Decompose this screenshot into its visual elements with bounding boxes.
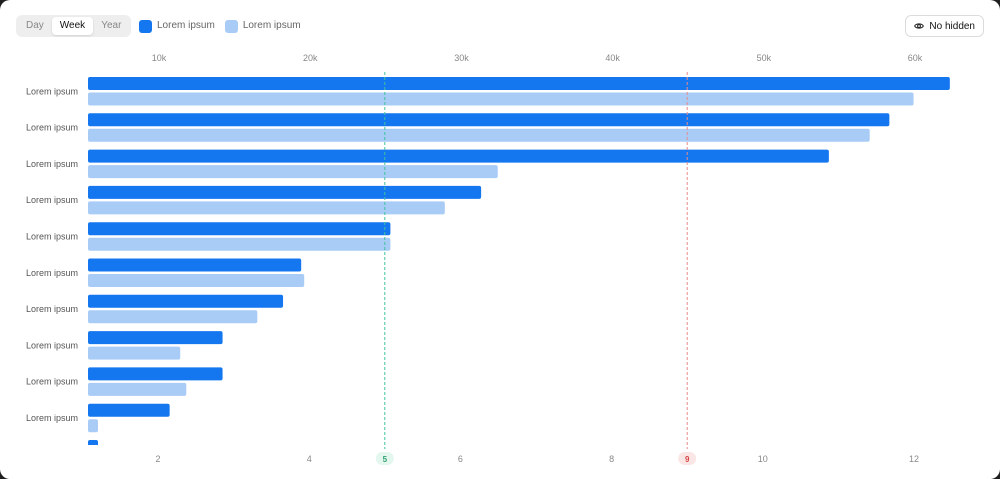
category-label: Lorem ipsum bbox=[26, 86, 78, 96]
legend-label-series-1: Lorem ipsum bbox=[157, 20, 215, 31]
bar-series-1 bbox=[88, 258, 302, 272]
legend-item-series-2[interactable]: Lorem ipsum bbox=[224, 19, 301, 33]
bar-series-2 bbox=[88, 419, 98, 433]
legend-item-series-1[interactable]: Lorem ipsum bbox=[139, 19, 215, 33]
bar-series-2 bbox=[88, 128, 870, 142]
bar-series-1 bbox=[88, 77, 950, 90]
top-axis-tick-label: 20k bbox=[303, 53, 318, 63]
top-axis-tick-label: 50k bbox=[757, 53, 772, 63]
bottom-axis-tick-label: 8 bbox=[609, 454, 614, 464]
legend-swatch-light bbox=[224, 19, 238, 33]
eye-icon bbox=[914, 23, 925, 29]
bar-series-1 bbox=[88, 403, 170, 417]
bar-series-2 bbox=[88, 346, 181, 360]
top-axis-tick-label: 30k bbox=[454, 53, 469, 63]
bar-series-2 bbox=[88, 165, 498, 179]
category-label: Lorem ipsum bbox=[26, 304, 78, 314]
bottom-axis-tick-label: 6 bbox=[458, 454, 463, 464]
bottom-axis-tick-label: 2 bbox=[155, 454, 160, 464]
top-axis-tick-label: 60k bbox=[908, 53, 923, 63]
top-axis-tick-label: 40k bbox=[605, 53, 620, 63]
bar-series-1 bbox=[88, 222, 391, 236]
category-label: Lorem ipsum bbox=[26, 159, 78, 169]
legend-swatch-dark bbox=[139, 19, 152, 33]
bar-series-1 bbox=[88, 185, 482, 199]
bar-series-1 bbox=[88, 331, 223, 345]
bar-series-2 bbox=[88, 274, 305, 287]
category-label: Lorem ipsum bbox=[26, 449, 78, 459]
bar-series-1 bbox=[88, 440, 98, 445]
chart-toolbar: Day Week Year Lorem ipsum Lorem ipsum No… bbox=[16, 15, 984, 37]
category-label: Lorem ipsum bbox=[26, 123, 78, 133]
bar-series-1 bbox=[88, 367, 223, 381]
range-day-tab[interactable]: Day bbox=[26, 20, 44, 31]
range-segmented-control: Day Week Year bbox=[16, 15, 132, 37]
bar-series-2 bbox=[88, 237, 391, 251]
reference-label-red: 9 bbox=[685, 455, 690, 464]
bar-series-2 bbox=[88, 382, 187, 396]
category-label: Lorem ipsum bbox=[26, 413, 78, 423]
bottom-axis-tick-label: 12 bbox=[909, 454, 919, 464]
reference-badge-red bbox=[678, 452, 697, 465]
category-label: Lorem ipsum bbox=[26, 340, 78, 350]
top-axis-tick-label: 10k bbox=[152, 53, 167, 63]
legend-label-series-2: Lorem ipsum bbox=[242, 20, 301, 31]
range-week-tab[interactable]: Week bbox=[51, 17, 94, 35]
reference-badge-green bbox=[375, 452, 394, 465]
bottom-axis-tick-label: 10 bbox=[758, 454, 768, 464]
category-label: Lorem ipsum bbox=[26, 231, 78, 241]
no-hidden-label: No hidden bbox=[929, 20, 975, 32]
category-label: Lorem ipsum bbox=[26, 268, 78, 278]
bar-series-2 bbox=[88, 201, 445, 215]
category-label: Lorem ipsum bbox=[26, 195, 78, 205]
no-hidden-button[interactable]: No hidden bbox=[905, 15, 984, 37]
bar-series-1 bbox=[88, 149, 829, 163]
bar-series-2 bbox=[88, 92, 914, 106]
chart-legend: Lorem ipsum Lorem ipsum bbox=[139, 19, 301, 33]
category-label: Lorem ipsum bbox=[26, 377, 78, 387]
bar-series-1 bbox=[88, 113, 890, 127]
reference-label-green: 5 bbox=[383, 455, 388, 464]
bar-series-1 bbox=[88, 294, 284, 308]
bottom-axis-tick-label: 4 bbox=[307, 454, 312, 464]
bar-series-2 bbox=[88, 310, 258, 324]
range-year-tab[interactable]: Year bbox=[101, 20, 122, 31]
